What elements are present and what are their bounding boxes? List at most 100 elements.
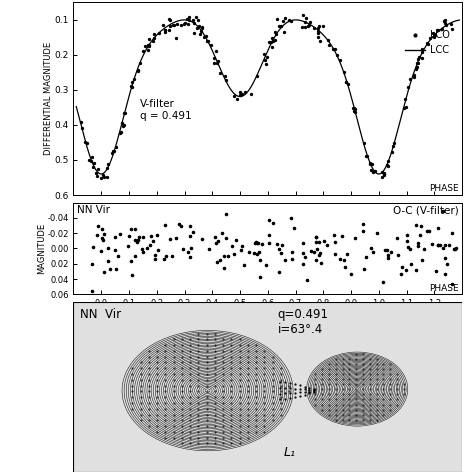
Point (265, 239, 273, 246)
Point (332, 250, 339, 257)
Point (214, 237, 222, 244)
Point (88, 287, 95, 294)
Point (360, 265, 367, 273)
Point (404, 243, 412, 251)
Text: NN Vir: NN Vir (77, 205, 110, 215)
Point (125, 242, 132, 250)
Point (256, 273, 264, 281)
Point (310, 248, 318, 255)
Point (341, 264, 349, 271)
Point (253, 239, 261, 246)
Point (104, 257, 112, 264)
Point (439, 244, 447, 252)
Point (347, 271, 355, 278)
Point (352, 234, 359, 242)
Point (233, 237, 240, 244)
Point (277, 249, 284, 257)
Point (116, 230, 124, 238)
Point (177, 222, 184, 230)
Point (442, 254, 449, 262)
Point (287, 214, 295, 222)
Point (211, 233, 219, 240)
Point (222, 210, 229, 218)
Point (240, 261, 248, 268)
Point (418, 256, 426, 264)
Point (383, 246, 391, 254)
Point (218, 229, 226, 237)
Point (412, 266, 420, 273)
Point (152, 252, 159, 259)
Point (128, 257, 135, 265)
Text: V-filter
q = 0.491: V-filter q = 0.491 (139, 100, 191, 121)
Point (432, 268, 440, 275)
Point (363, 254, 370, 261)
Y-axis label: DIFFERENTIAL MAGNITUDE: DIFFERENTIAL MAGNITUDE (44, 42, 53, 155)
Point (155, 246, 162, 254)
Point (307, 247, 315, 255)
Point (131, 253, 139, 260)
Point (172, 234, 180, 242)
Point (381, 246, 389, 254)
Point (265, 231, 273, 238)
Point (256, 256, 264, 264)
Point (428, 240, 436, 247)
Point (273, 240, 281, 247)
Point (149, 237, 156, 244)
Point (220, 264, 228, 272)
Point (373, 229, 381, 237)
Point (387, 248, 395, 255)
Point (131, 226, 138, 233)
Point (213, 258, 220, 266)
Point (144, 244, 151, 252)
Point (111, 246, 118, 253)
Point (344, 250, 351, 258)
Point (89, 243, 97, 250)
Text: PHASE: PHASE (428, 184, 458, 193)
Point (393, 234, 401, 241)
Point (420, 246, 428, 253)
Point (435, 241, 442, 249)
Point (205, 246, 212, 253)
Point (135, 233, 142, 240)
Point (133, 238, 141, 246)
Point (160, 255, 167, 263)
Text: NN  Vir: NN Vir (80, 308, 121, 321)
Point (426, 227, 433, 235)
Point (153, 231, 161, 239)
Point (161, 222, 168, 229)
Point (312, 256, 320, 264)
Point (111, 233, 119, 240)
Point (303, 276, 310, 283)
Point (441, 241, 449, 249)
Point (439, 208, 447, 215)
Point (369, 248, 376, 256)
Point (220, 252, 228, 260)
Point (315, 251, 323, 259)
Point (97, 247, 105, 255)
Point (282, 256, 289, 264)
Point (265, 217, 273, 224)
Point (162, 252, 170, 260)
Point (312, 238, 319, 246)
Point (269, 219, 277, 227)
Point (126, 233, 133, 240)
Point (291, 224, 298, 232)
Point (443, 260, 451, 268)
Point (278, 242, 286, 249)
Point (402, 266, 410, 274)
Point (151, 255, 158, 263)
Point (146, 241, 154, 249)
Point (434, 224, 442, 232)
Point (434, 241, 442, 249)
Point (263, 261, 270, 269)
Point (436, 241, 443, 248)
Point (289, 255, 296, 263)
Point (453, 244, 460, 252)
Point (100, 268, 108, 275)
Point (175, 220, 182, 228)
Point (313, 246, 321, 253)
Point (106, 265, 114, 273)
Point (198, 236, 205, 243)
Point (127, 226, 135, 233)
Point (238, 243, 246, 250)
